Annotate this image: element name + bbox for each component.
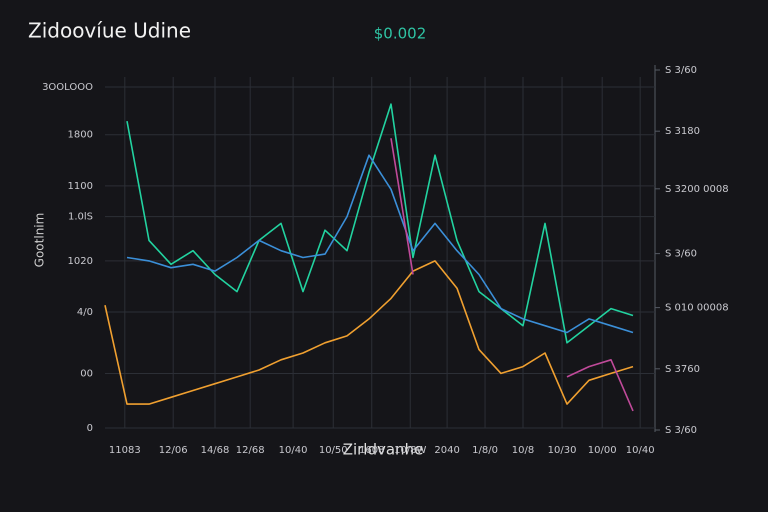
y2-tick-label: S 010 00008 [665, 303, 729, 314]
y-tick-label: 3OOLOOO [42, 82, 93, 93]
y2-tick-label: S 3760 [665, 364, 700, 375]
y2-tick-label: S 3/60 [665, 425, 697, 436]
chart-title: Zidoovíue Udine [28, 19, 191, 43]
x-tick-label: 11083 [109, 445, 141, 456]
x-tick-label: 12/06 [159, 445, 188, 456]
y2-tick-label: S 3200 0008 [665, 184, 729, 195]
series-line [126, 154, 634, 334]
y-tick-label: 0 [87, 423, 93, 434]
x-tick-label: 10/40 [279, 445, 308, 456]
x-tick-label: 10/00 [588, 445, 617, 456]
x-tick-label: 10/8W [394, 445, 426, 456]
y-tick-label: 1020 [68, 256, 93, 267]
y-tick-label: 4/0 [77, 307, 93, 318]
x-tick-label: 1608 [359, 445, 384, 456]
x-tick-label: 10/50 [319, 445, 348, 456]
x-tick-label: 10/30 [548, 445, 577, 456]
series-line [390, 138, 634, 412]
x-tick-label: 12/68 [236, 445, 265, 456]
x-tick-label: 14/68 [201, 445, 230, 456]
x-tick-label: 10/8 [512, 445, 534, 456]
y2-tick-label: S 3/60 [665, 249, 697, 260]
y-tick-label: 1100 [68, 181, 93, 192]
x-tick-label: 2040 [434, 445, 459, 456]
y-tick-label: 1.0lS [68, 212, 93, 223]
x-tick-label: 1/8/0 [472, 445, 498, 456]
y2-tick-label: S 3/60 [665, 65, 697, 76]
y-tick-label: 1800 [68, 130, 93, 141]
x-tick-label: 10/40 [626, 445, 655, 456]
series-line [104, 260, 634, 405]
y2-tick-label: S 3180 [665, 126, 700, 137]
x-axis-label: Zirldvanhe [343, 441, 424, 459]
y-tick-label: 00 [80, 368, 93, 379]
chart-subtitle: $0.002 [374, 25, 427, 43]
y-axis-label: Gootlnim [33, 213, 47, 268]
